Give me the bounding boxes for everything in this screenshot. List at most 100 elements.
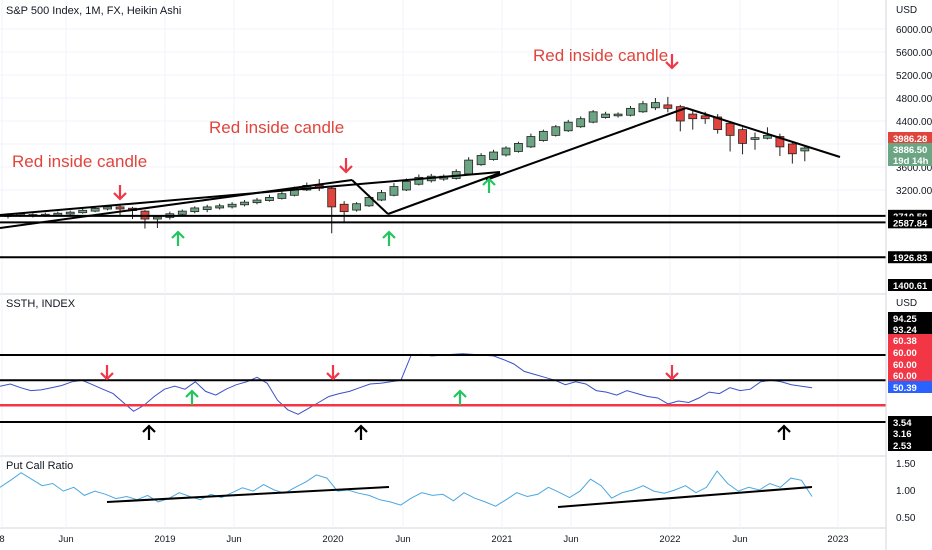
candle-body	[277, 193, 287, 199]
ssth-value-badge	[888, 312, 932, 324]
put-call-ratio-pane[interactable]	[0, 470, 813, 508]
candle-body	[725, 122, 735, 136]
time-tick-label: Jun	[58, 534, 73, 545]
green-arrow	[171, 230, 185, 239]
price-badge-label: 3886.50	[893, 145, 927, 156]
time-tick-label: Jun	[732, 534, 747, 545]
candle-body	[90, 208, 100, 212]
ssth-value-badge-label: 50.39	[893, 383, 917, 394]
price-badge	[888, 132, 932, 144]
black-arrow	[142, 424, 156, 433]
time-tick-label: Jun	[395, 534, 410, 545]
price-badge	[888, 251, 932, 264]
price-pane[interactable]	[0, 96, 886, 259]
ssth-value-badge	[888, 427, 932, 439]
pcr-trend-line	[557, 486, 813, 508]
green-arrow	[382, 230, 396, 239]
pcr-tick-label: 0.50	[896, 513, 916, 524]
black-arrow	[354, 424, 368, 433]
price-badge	[888, 279, 932, 291]
pcr-tick-label: 1.50	[896, 459, 916, 470]
candle-body	[78, 209, 88, 214]
candle-body	[464, 159, 474, 175]
ssth-chart-title: SSTH, INDEX	[6, 298, 76, 310]
candle-body	[240, 201, 249, 206]
ssth-pane[interactable]	[0, 353, 886, 423]
candle-body	[115, 206, 125, 210]
grid	[0, 0, 932, 529]
candle-body	[551, 126, 561, 136]
candle-body	[53, 212, 63, 216]
candle-body	[65, 211, 75, 215]
candle-body	[389, 186, 399, 196]
ssth-value-badge-label: 2.53	[893, 441, 912, 452]
candle-body	[588, 111, 598, 123]
ssth-series-line	[0, 353, 813, 415]
red-arrow	[326, 372, 340, 381]
candle-body	[177, 210, 187, 215]
candle-body	[651, 102, 660, 109]
candle-body	[414, 176, 424, 185]
ssth-value-badge	[888, 358, 932, 370]
price-badge-label: 19d 14h	[893, 156, 929, 167]
annotation-label: Red inside candle	[12, 152, 147, 171]
ssth-value-badge	[888, 439, 932, 451]
candle-body	[265, 196, 274, 201]
ssth-value-badge	[888, 381, 932, 393]
time-tick-label: Jun	[563, 534, 578, 545]
time-tick-label: 2022	[659, 534, 680, 545]
trend-line	[387, 172, 501, 215]
candle-body	[800, 147, 810, 152]
candle-body	[352, 203, 362, 211]
price-badge	[888, 154, 932, 166]
candle-body	[638, 103, 648, 113]
red-arrow	[665, 61, 679, 70]
candle-body	[775, 136, 785, 148]
candle-body	[489, 151, 498, 160]
trend-line	[485, 107, 687, 181]
pcr-series-line	[0, 470, 813, 507]
candle-body	[215, 205, 225, 209]
red-arrow	[100, 372, 114, 381]
ssth-value-badge-label: 60.00	[893, 348, 917, 359]
ssth-value-badge	[888, 334, 932, 346]
pcr-tick-label: 1.00	[896, 486, 916, 497]
currency-label: USD	[896, 298, 917, 309]
time-tick-label: 2019	[154, 534, 175, 545]
annotation-layer: Red inside candle Red inside candle Red in…	[12, 46, 791, 440]
red-arrow	[665, 372, 679, 381]
axis-background	[886, 0, 932, 550]
ssth-value-badge-label: 3.54	[893, 418, 912, 429]
time-tick-label: 8	[0, 534, 5, 545]
price-tick-label: 3200.00	[896, 186, 932, 197]
pcr-trend-line	[106, 486, 390, 503]
candle-body	[763, 134, 772, 139]
candle-body	[401, 180, 411, 191]
time-tick-label: 2023	[827, 534, 848, 545]
candle-body	[713, 116, 723, 131]
trend-line	[0, 171, 501, 216]
ssth-value-badge	[888, 369, 932, 381]
price-badge-label: 1926.83	[893, 253, 927, 264]
time-tick-label: Jun	[226, 534, 241, 545]
black-arrow	[777, 424, 791, 433]
candle-body	[626, 107, 635, 116]
candle-body	[526, 136, 536, 148]
ssth-value-badge-label: 60.00	[893, 371, 917, 382]
currency-label: USD	[896, 5, 917, 16]
ssth-value-badge-label: 60.38	[893, 336, 917, 347]
candle-body	[663, 104, 673, 109]
ssth-value-badge-label: 93.24	[893, 325, 917, 336]
main-chart-title: S&P 500 Index, 1M, FX, Heikin Ashi	[6, 5, 182, 17]
red-arrow	[339, 165, 353, 174]
price-tick-label: 4400.00	[896, 117, 932, 128]
price-tick-label: 5600.00	[896, 48, 932, 59]
candle-body	[377, 192, 386, 201]
price-tick-label: 4800.00	[896, 94, 932, 105]
candle-body	[501, 147, 511, 156]
candle-body	[750, 137, 760, 140]
candle-body	[787, 143, 797, 155]
price-tick-label: 5200.00	[896, 71, 932, 82]
candle-body	[327, 187, 337, 208]
